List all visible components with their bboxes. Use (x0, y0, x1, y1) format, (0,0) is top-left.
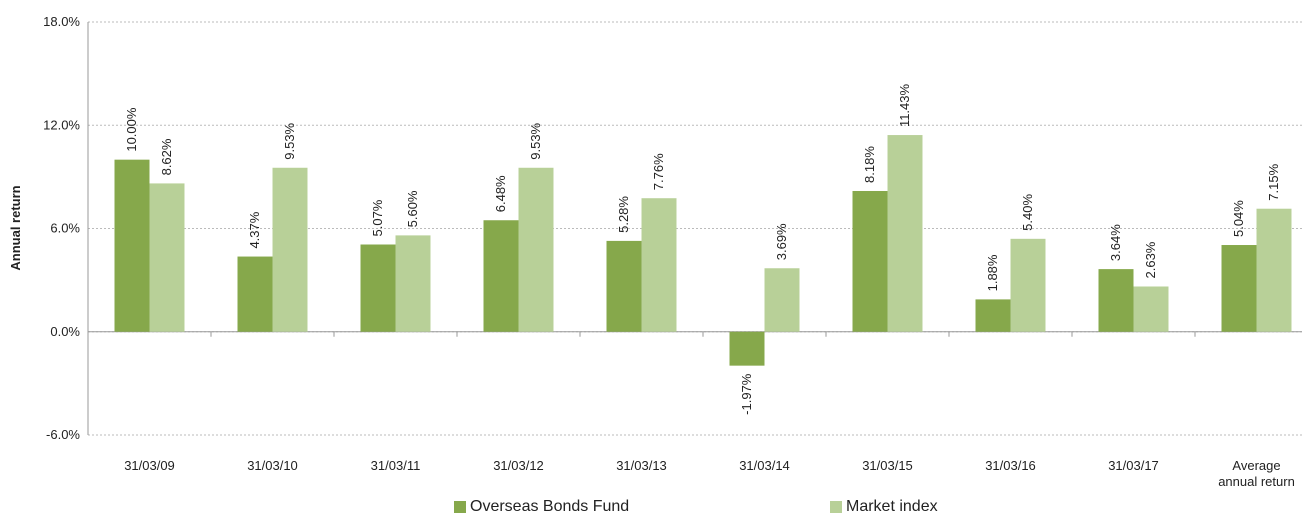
data-label: 2.63% (1143, 241, 1158, 278)
data-label: 9.53% (528, 122, 543, 159)
data-label: 7.76% (651, 153, 666, 190)
x-tick-label: 31/03/17 (1108, 458, 1159, 473)
y-tick-label: 12.0% (43, 117, 80, 132)
data-label: 3.69% (774, 223, 789, 260)
x-tick-label: 31/03/15 (862, 458, 913, 473)
legend-item: Overseas Bonds Fund (454, 498, 629, 516)
data-label: 6.48% (493, 175, 508, 212)
data-label: 10.00% (124, 107, 139, 152)
y-axis-label: Annual return (8, 185, 23, 270)
data-label: -1.97% (739, 373, 754, 415)
data-label: 5.28% (616, 196, 631, 233)
x-tick-label: 31/03/13 (616, 458, 667, 473)
legend-swatch (454, 501, 466, 513)
bar (1256, 208, 1292, 332)
legend-swatch (830, 501, 842, 513)
data-label: 8.62% (159, 138, 174, 175)
data-label: 5.07% (370, 199, 385, 236)
bar (1010, 238, 1046, 332)
data-label: 8.18% (862, 146, 877, 183)
x-tick-label: 31/03/10 (247, 458, 298, 473)
bar (518, 167, 554, 332)
bar (360, 244, 396, 332)
bar (1098, 269, 1134, 332)
y-tick-label: 18.0% (43, 14, 80, 29)
legend-item: Market index (830, 498, 938, 516)
bar (887, 135, 923, 332)
data-label: 3.64% (1108, 224, 1123, 261)
bar (764, 268, 800, 332)
data-label: 1.88% (985, 254, 1000, 291)
y-tick-label: 6.0% (50, 221, 80, 236)
bar (852, 190, 888, 332)
data-label: 7.15% (1266, 163, 1281, 200)
y-tick-label: -6.0% (46, 427, 80, 442)
bar (729, 331, 765, 366)
bar (1133, 286, 1169, 332)
bar (1221, 245, 1257, 332)
data-label: 5.60% (405, 190, 420, 227)
bar (975, 299, 1011, 332)
data-label: 5.40% (1020, 194, 1035, 231)
bar (483, 220, 519, 332)
bar (641, 198, 677, 332)
y-tick-label: 0.0% (50, 324, 80, 339)
bar (606, 240, 642, 332)
bar (149, 183, 185, 332)
data-label: 5.04% (1231, 200, 1246, 237)
bar (114, 159, 150, 332)
legend-label: Market index (846, 498, 938, 515)
bar (237, 256, 273, 332)
x-tick-label: 31/03/14 (739, 458, 790, 473)
data-label: 9.53% (282, 122, 297, 159)
x-tick-label: 31/03/11 (370, 458, 421, 473)
data-label: 4.37% (247, 211, 262, 248)
x-tick-label: 31/03/12 (493, 458, 544, 473)
x-tick-label: 31/03/16 (985, 458, 1036, 473)
legend-label: Overseas Bonds Fund (470, 498, 630, 515)
bar (272, 167, 308, 332)
x-tick-label: Average annual return (1218, 458, 1295, 489)
x-tick-label: 31/03/09 (124, 458, 175, 473)
bar (395, 235, 431, 332)
data-label: 11.43% (897, 83, 912, 127)
